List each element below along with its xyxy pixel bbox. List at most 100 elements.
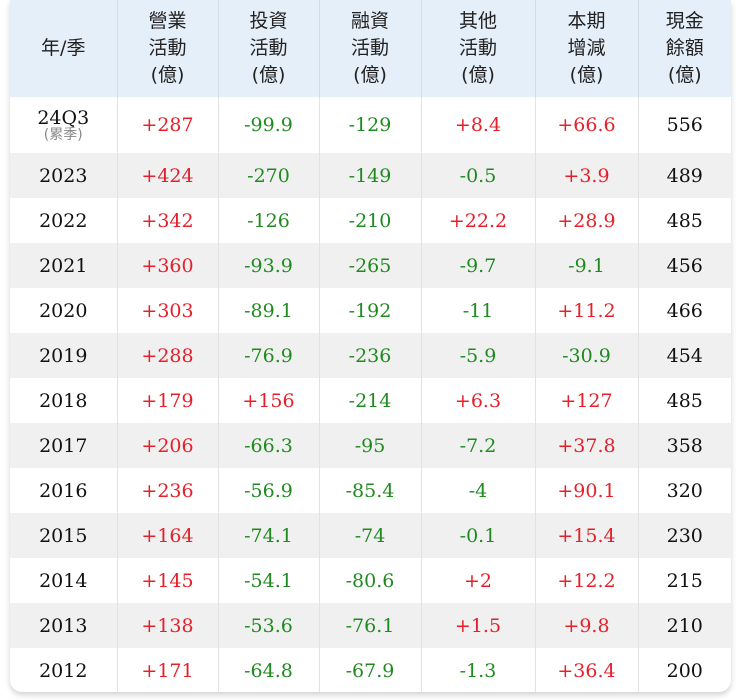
- cell-financing: -85.4: [319, 468, 422, 513]
- cell-cash-balance: 485: [666, 209, 703, 232]
- header-line: 餘額: [665, 37, 704, 59]
- cell-period: 2012: [10, 648, 118, 692]
- cell-period: 2016: [10, 468, 118, 513]
- cell-investing: -93.9: [218, 243, 320, 288]
- header-line: 其他: [458, 10, 497, 32]
- table-row: 2018 +179 +156 -214 +6.3 +127 485: [10, 378, 731, 423]
- header-period[interactable]: 年/季: [10, 0, 118, 97]
- cell-operating: +206: [117, 423, 219, 468]
- period-label: 2020: [39, 299, 88, 322]
- cell-other: +6.3: [421, 378, 536, 423]
- cell-investing: +156: [218, 378, 320, 423]
- period-label: 2021: [39, 254, 88, 277]
- header-other[interactable]: 其他 活動 (億): [421, 0, 536, 97]
- table-row: 2021 +360 -93.9 -265 -9.7 -9.1 456: [10, 243, 731, 288]
- cell-operating: +342: [117, 198, 219, 243]
- cell-investing: -99.9: [218, 97, 320, 153]
- table-row: 2022 +342 -126 -210 +22.2 +28.9 485: [10, 198, 731, 243]
- header-line: 活動: [458, 37, 497, 59]
- period-label: 2019: [39, 344, 88, 367]
- cell-period: 24Q3 (累季): [10, 97, 118, 153]
- header-investing[interactable]: 投資 活動 (億): [218, 0, 320, 97]
- table-row: 2012 +171 -64.8 -67.9 -1.3 +36.4 200: [10, 648, 731, 692]
- period-note: (累季): [43, 127, 83, 143]
- table-row: 2016 +236 -56.9 -85.4 -4 +90.1 320: [10, 468, 731, 513]
- cell-financing: -129: [319, 97, 422, 153]
- cell-cash-balance: 215: [666, 569, 703, 592]
- cash-flow-table: 年/季 營業 活動 (億) 投資 活動 (億) 融資 活動 (億) 其他 活動 (億) 本期 增減 (億) 現金…: [10, 0, 731, 692]
- cell-financing: -74: [319, 513, 422, 558]
- header-line: (億): [667, 64, 702, 86]
- cell-other: -4: [421, 468, 536, 513]
- cell-cash-balance: 489: [638, 153, 731, 198]
- cell-other: -5.9: [421, 333, 536, 378]
- cell-investing: -74.1: [218, 513, 320, 558]
- header-line: 活動: [350, 37, 389, 59]
- cell-financing: -236: [319, 333, 422, 378]
- table-row: 2014 +145 -54.1 -80.6 +2 +12.2 215: [10, 558, 731, 603]
- header-line: (億): [569, 64, 604, 86]
- cell-other: +1.5: [421, 603, 536, 648]
- cell-cash-balance: 230: [638, 513, 731, 558]
- cell-cash-balance: 456: [638, 243, 731, 288]
- table-row: 24Q3 (累季) +287 -99.9 -129 +8.4 +66.6 556: [10, 97, 731, 153]
- cell-net-change: +36.4: [535, 648, 639, 692]
- header-net-change[interactable]: 本期 增減 (億): [535, 0, 639, 97]
- header-line: 活動: [249, 37, 288, 59]
- period-label: 2013: [39, 614, 88, 637]
- period-label: 2016: [39, 479, 88, 502]
- cell-investing: -54.1: [218, 558, 320, 603]
- table-row: 2015 +164 -74.1 -74 -0.1 +15.4 230: [10, 513, 731, 558]
- table-header-row: 年/季 營業 活動 (億) 投資 活動 (億) 融資 活動 (億) 其他 活動 (億) 本期 增減 (億) 現金…: [10, 0, 731, 97]
- header-financing[interactable]: 融資 活動 (億): [319, 0, 422, 97]
- cell-investing: -126: [218, 198, 320, 243]
- cell-operating: +179: [117, 378, 219, 423]
- cell-cash-balance: 454: [638, 333, 731, 378]
- cell-cash-balance: 466: [666, 299, 703, 322]
- table-row: 2019 +288 -76.9 -236 -5.9 -30.9 454: [10, 333, 731, 378]
- cell-other: -0.5: [421, 153, 536, 198]
- cell-period: 2018: [10, 378, 118, 423]
- cell-investing: -64.8: [218, 648, 320, 692]
- table-row: 2017 +206 -66.3 -95 -7.2 +37.8 358: [10, 423, 731, 468]
- cell-other: +22.2: [421, 198, 536, 243]
- cell-financing: -67.9: [319, 648, 422, 692]
- cell-cash-balance: 556: [666, 114, 703, 136]
- cell-financing: -95: [319, 423, 422, 468]
- cell-operating: +424: [117, 153, 219, 198]
- cell-net-change: +15.4: [535, 513, 639, 558]
- header-cash-balance[interactable]: 現金 餘額 (億): [638, 0, 731, 97]
- header-line: (億): [150, 64, 185, 86]
- cell-other: -1.3: [421, 648, 536, 692]
- cell-operating: +164: [117, 513, 219, 558]
- cell-cash-balance: 210: [638, 603, 731, 648]
- cell-period: 2022: [10, 198, 118, 243]
- cell-other: -9.7: [421, 243, 536, 288]
- header-line: 增減: [567, 37, 606, 59]
- cell-net-change: +37.8: [535, 423, 639, 468]
- table-row: 2020 +303 -89.1 -192 -11 +11.2 466: [10, 288, 731, 333]
- period-label: 24Q3: [37, 107, 90, 129]
- cell-investing: -270: [218, 153, 320, 198]
- cell-net-change: +9.8: [535, 603, 639, 648]
- period-label: 2014: [39, 569, 88, 592]
- cell-cash-balance: 485: [666, 389, 703, 412]
- cell-cash-balance: 200: [666, 659, 703, 682]
- cell-investing: -56.9: [218, 468, 320, 513]
- cell-net-change: +12.2: [535, 558, 639, 603]
- table-row: 2013 +138 -53.6 -76.1 +1.5 +9.8 210: [10, 603, 731, 648]
- cell-operating: +288: [117, 333, 219, 378]
- cell-financing: -210: [319, 198, 422, 243]
- cell-period: 2021: [10, 243, 118, 288]
- cell-operating: +138: [117, 603, 219, 648]
- header-line: 投資: [249, 10, 288, 32]
- period-label: 2015: [39, 524, 88, 547]
- cell-net-change: +28.9: [535, 198, 639, 243]
- cell-other: -11: [421, 288, 536, 333]
- cell-operating: +360: [117, 243, 219, 288]
- header-operating[interactable]: 營業 活動 (億): [117, 0, 219, 97]
- cell-operating: +145: [117, 558, 219, 603]
- cell-net-change: +127: [535, 378, 639, 423]
- cell-net-change: +3.9: [535, 153, 639, 198]
- cell-operating: +236: [117, 468, 219, 513]
